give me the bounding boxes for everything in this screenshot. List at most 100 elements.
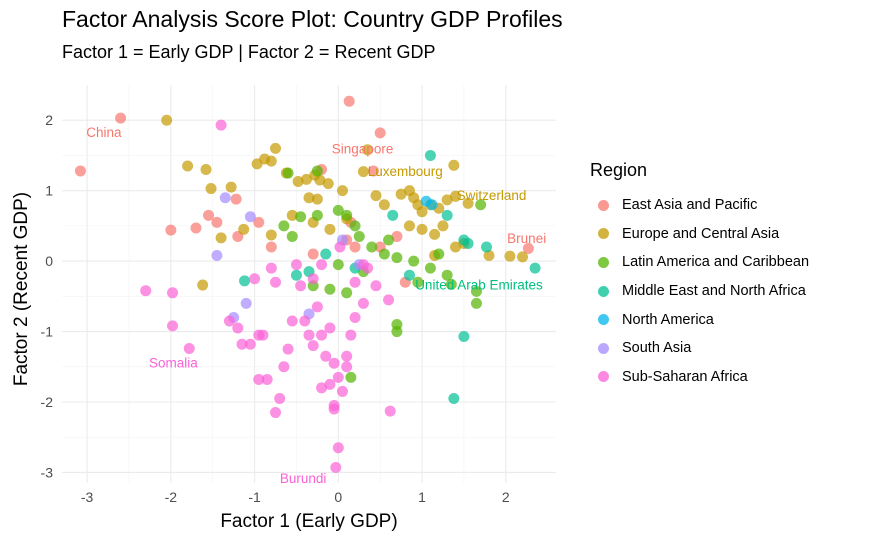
data-point <box>253 216 265 228</box>
data-point <box>115 112 127 124</box>
data-point <box>403 269 415 281</box>
data-point <box>324 322 336 334</box>
data-point <box>441 209 453 221</box>
legend-dot-icon <box>597 285 609 297</box>
legend-label: Europe and Central Asia <box>622 225 780 242</box>
y-tick-label: -3 <box>41 464 54 480</box>
legend-item: Europe and Central Asia <box>590 220 809 249</box>
data-point <box>219 192 231 204</box>
data-point <box>378 199 390 211</box>
data-point <box>316 329 328 341</box>
data-point <box>299 315 311 327</box>
data-point <box>140 285 152 297</box>
data-point <box>307 248 319 260</box>
point-label: Burundi <box>280 471 327 486</box>
data-point <box>161 114 173 126</box>
data-point <box>197 279 209 291</box>
data-point <box>450 190 462 202</box>
legend-item: East Asia and Pacific <box>590 191 809 220</box>
data-point <box>448 159 460 171</box>
data-point <box>307 273 319 285</box>
legend-items: East Asia and Pacific Europe and Central … <box>590 191 809 391</box>
data-point <box>270 142 282 154</box>
data-point <box>322 178 334 190</box>
data-point <box>445 278 457 290</box>
x-tick-label: 1 <box>418 489 426 505</box>
data-point <box>257 329 269 341</box>
legend-label: East Asia and Pacific <box>622 197 758 214</box>
legend-item: Latin America and Caribbean <box>590 248 809 277</box>
x-tick-label: -1 <box>248 489 261 505</box>
y-tick-label: -1 <box>41 324 54 340</box>
data-point <box>282 343 294 355</box>
data-point <box>292 176 304 188</box>
data-point <box>238 223 250 235</box>
legend-key <box>590 228 616 240</box>
legend-key <box>590 199 616 211</box>
data-point <box>345 371 357 383</box>
y-tick-label: -2 <box>41 394 54 410</box>
data-point <box>303 192 315 204</box>
data-point <box>203 209 215 221</box>
legend-dot-icon <box>597 228 609 240</box>
data-point <box>244 338 256 350</box>
point-labels: China Singapore Luxembourg Switzerland Brune… <box>86 125 546 486</box>
data-point <box>230 193 242 205</box>
data-point <box>383 234 395 246</box>
legend-dot-icon <box>597 199 609 211</box>
data-point <box>253 373 265 385</box>
data-point <box>391 252 403 264</box>
data-point <box>205 183 217 195</box>
data-point <box>349 311 361 323</box>
data-point <box>341 350 353 362</box>
legend-item: Sub-Saharan Africa <box>590 363 809 392</box>
data-point <box>426 199 438 211</box>
data-point <box>378 248 390 260</box>
data-point <box>307 340 319 352</box>
data-point <box>336 185 348 197</box>
data-point <box>424 149 436 161</box>
data-point <box>190 222 202 234</box>
data-point <box>249 273 261 285</box>
legend-key <box>590 285 616 297</box>
point-label: Somalia <box>149 356 198 371</box>
data-point <box>345 329 357 341</box>
legend-key <box>590 256 616 268</box>
data-point <box>366 241 378 253</box>
data-point <box>448 392 460 404</box>
y-tick-label: 2 <box>45 112 53 128</box>
data-point <box>522 242 534 254</box>
data-point <box>429 228 441 240</box>
data-point <box>232 322 244 334</box>
data-point <box>462 237 474 249</box>
data-point <box>236 338 248 350</box>
chart-subtitle: Factor 1 = Early GDP | Factor 2 = Recent… <box>62 42 436 62</box>
data-point <box>433 248 445 260</box>
data-point <box>529 262 541 274</box>
data-point <box>475 199 487 211</box>
data-point <box>270 407 282 419</box>
legend-item: South Asia <box>590 334 809 363</box>
data-point <box>316 259 328 271</box>
data-point <box>265 262 277 274</box>
data-point <box>370 280 382 292</box>
data-point <box>211 216 223 228</box>
point-label: Singapore <box>332 141 394 156</box>
data-point <box>441 194 453 206</box>
data-point <box>286 315 298 327</box>
data-point <box>391 230 403 242</box>
data-point <box>517 251 529 263</box>
data-point <box>182 160 194 172</box>
data-point <box>324 283 336 295</box>
data-point <box>332 371 344 383</box>
point-label: Luxembourg <box>368 164 443 179</box>
data-point <box>504 250 516 262</box>
data-point <box>332 442 344 454</box>
data-point <box>311 165 323 177</box>
data-point <box>244 211 256 223</box>
x-tick-label: 2 <box>502 489 510 505</box>
data-point <box>341 287 353 299</box>
legend-item: Middle East and North Africa <box>590 277 809 306</box>
legend-label: South Asia <box>622 340 692 357</box>
